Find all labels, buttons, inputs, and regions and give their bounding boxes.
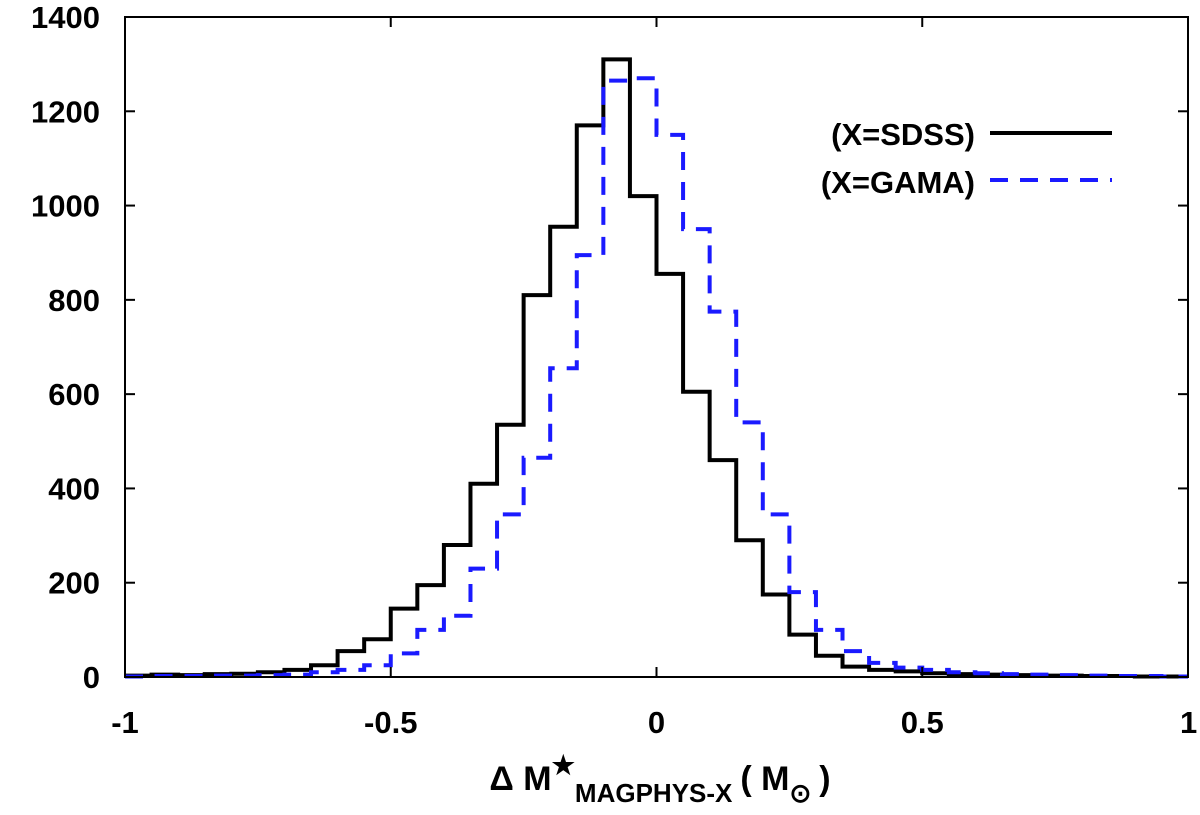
legend: (X=SDSS) (X=GAMA) bbox=[821, 117, 1112, 200]
x-title-close: ) bbox=[819, 760, 830, 798]
y-tick-label: 800 bbox=[48, 283, 100, 318]
y-tick-label: 200 bbox=[48, 566, 100, 601]
x-title-open: ( M bbox=[740, 760, 789, 798]
legend-label-gama: (X=GAMA) bbox=[821, 165, 975, 200]
legend-label-sdss: (X=SDSS) bbox=[831, 117, 975, 152]
x-tick-label: -0.5 bbox=[364, 705, 417, 740]
series-line-gama bbox=[125, 76, 1188, 679]
series-line-sdss bbox=[125, 57, 1188, 679]
y-tick-label: 400 bbox=[48, 471, 100, 506]
x-tick-label: -1 bbox=[111, 705, 139, 740]
x-title-subscript: MAGPHYS-X bbox=[575, 778, 733, 808]
x-tick-label: 1 bbox=[1180, 705, 1197, 740]
x-tick-label: 0.5 bbox=[901, 705, 944, 740]
y-tick-label: 1000 bbox=[31, 189, 100, 224]
y-tick-label: 1400 bbox=[31, 0, 100, 35]
x-title-star: ★ bbox=[552, 750, 576, 780]
y-tick-label: 600 bbox=[48, 377, 100, 412]
x-axis-title: Δ M★MAGPHYS-X( M⊙) bbox=[489, 750, 830, 808]
x-title-prefix: Δ M bbox=[489, 760, 551, 798]
plot-frame bbox=[124, 16, 1189, 678]
x-axis: -1 -0.5 0 0.5 1 bbox=[111, 17, 1197, 740]
y-axis: 0 200 400 600 800 1000 1200 1400 bbox=[31, 0, 1188, 695]
series-layer bbox=[125, 57, 1188, 679]
x-title-sun: ⊙ bbox=[789, 778, 811, 808]
x-tick-label: 0 bbox=[648, 705, 665, 740]
y-tick-label: 0 bbox=[83, 660, 100, 695]
y-tick-label: 1200 bbox=[31, 94, 100, 129]
